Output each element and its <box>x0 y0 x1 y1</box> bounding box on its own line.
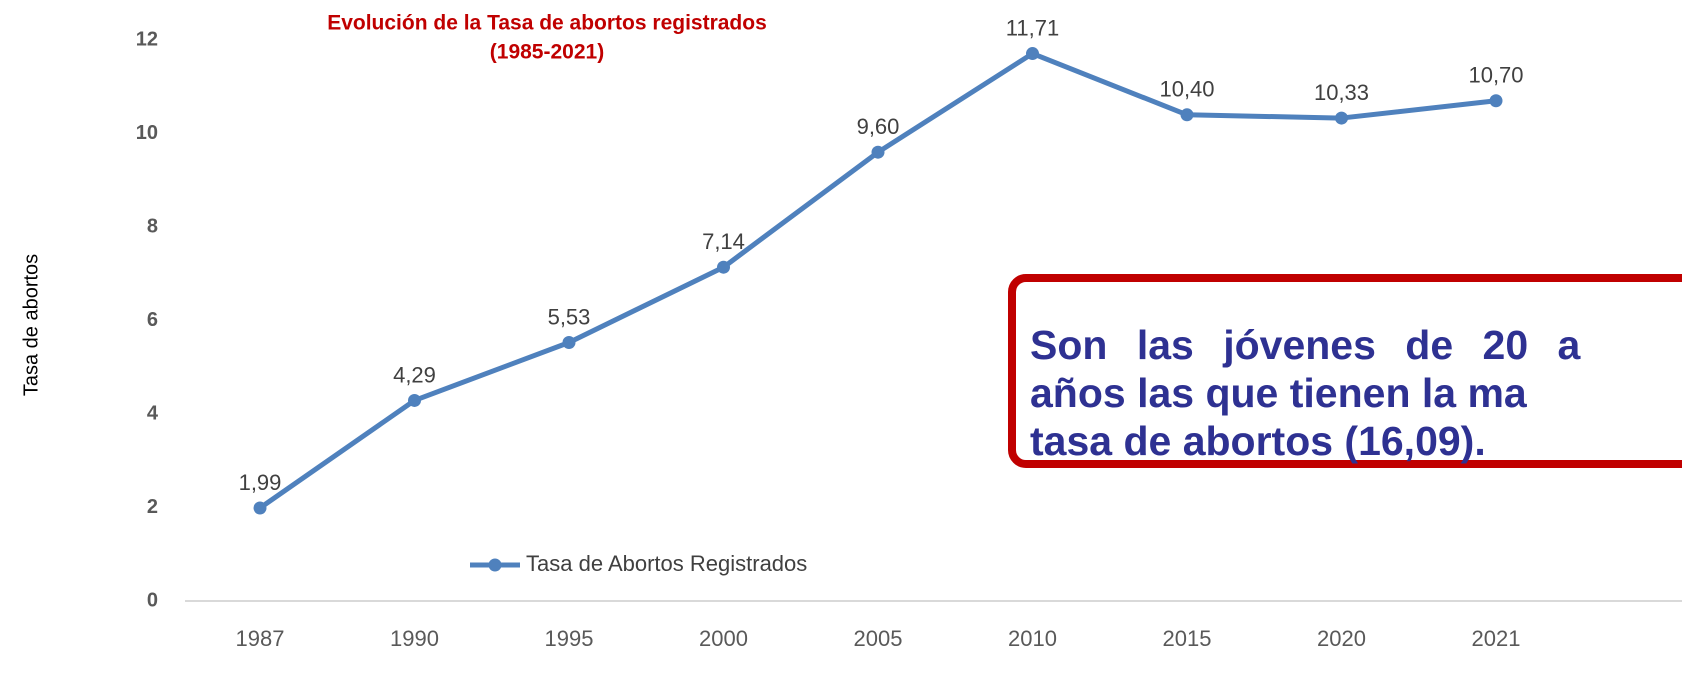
x-tick-label: 2020 <box>1317 626 1366 651</box>
y-tick-label: 12 <box>136 28 158 50</box>
data-label: 11,71 <box>1006 15 1059 40</box>
data-label: 1,99 <box>239 470 282 495</box>
annotation-line: tasa de abortos (16,09). <box>1030 418 1486 464</box>
y-tick-label: 4 <box>147 402 159 424</box>
point <box>1335 111 1348 125</box>
data-label: 10,70 <box>1468 63 1523 88</box>
y-tick-label: 2 <box>147 496 158 518</box>
y-tick-label: 10 <box>136 122 158 144</box>
x-tick-label: 2015 <box>1163 626 1212 651</box>
point <box>253 501 267 515</box>
annotation-line: Son las jóvenes de 20 a <box>1030 322 1582 368</box>
x-tick-label: 2000 <box>699 626 748 651</box>
point <box>1180 108 1194 122</box>
data-label: 4,29 <box>393 362 436 387</box>
data-label: 9,60 <box>857 114 900 139</box>
x-tick-label: 2010 <box>1008 626 1057 651</box>
data-label: 7,14 <box>702 229 745 254</box>
data-label: 10,40 <box>1159 77 1214 102</box>
data-label: 10,33 <box>1314 80 1369 105</box>
x-tick-label: 1990 <box>390 626 439 651</box>
point <box>717 260 730 274</box>
chart-title: Evolución de la Tasa de abortos registra… <box>327 12 767 35</box>
legend-marker <box>488 558 502 572</box>
x-tick-label: 2005 <box>854 626 903 651</box>
legend-label: Tasa de Abortos Registrados <box>526 551 807 576</box>
y-tick-label: 8 <box>147 215 158 237</box>
y-axis-label: Tasa de abortos <box>20 254 42 396</box>
data-label: 5,53 <box>548 304 591 329</box>
x-tick-label: 1995 <box>545 626 594 651</box>
chart-subtitle: (1985-2021) <box>490 41 604 64</box>
annotation-box <box>1008 274 1682 468</box>
y-tick-label: 0 <box>147 589 158 611</box>
point <box>562 335 576 349</box>
point <box>1026 47 1039 61</box>
x-tick-label: 2021 <box>1472 626 1521 651</box>
y-tick-label: 6 <box>147 309 158 331</box>
point <box>408 393 421 407</box>
point <box>871 145 885 159</box>
annotation-line: años las que tienen la ma <box>1030 370 1528 416</box>
x-tick-label: 1987 <box>236 626 285 651</box>
point <box>1489 94 1503 108</box>
